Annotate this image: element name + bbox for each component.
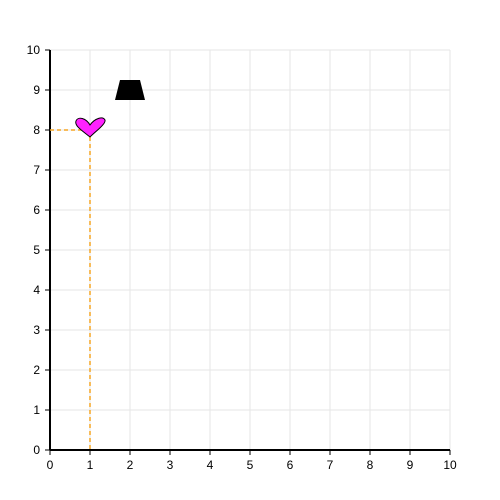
x-tick-label: 9 [407, 458, 414, 472]
x-tick-label: 2 [127, 458, 134, 472]
heart-shape [75, 117, 106, 138]
x-tick-label: 4 [207, 458, 214, 472]
y-tick-label: 4 [33, 283, 40, 297]
x-tick-label: 6 [287, 458, 294, 472]
x-tick-label: 3 [167, 458, 174, 472]
x-tick-label: 0 [47, 458, 54, 472]
x-tick-label: 7 [327, 458, 334, 472]
x-tick-label: 10 [443, 458, 457, 472]
trapezoid-shape [115, 80, 145, 100]
x-tick-label: 5 [247, 458, 254, 472]
y-tick-label: 6 [33, 203, 40, 217]
grid [49, 49, 451, 451]
y-tick-label: 7 [33, 163, 40, 177]
x-tick-labels: 0 1 2 3 4 5 6 7 8 9 10 [47, 458, 457, 472]
y-tick-label: 10 [27, 43, 41, 57]
axes [45, 49, 451, 455]
y-tick-label: 1 [33, 403, 40, 417]
y-tick-labels: 0 1 2 3 4 5 6 7 8 9 10 [27, 43, 41, 457]
shapes [75, 80, 145, 138]
y-tick-label: 8 [33, 123, 40, 137]
y-tick-label: 9 [33, 83, 40, 97]
y-tick-label: 3 [33, 323, 40, 337]
guide-lines [50, 129, 91, 450]
x-tick-label: 8 [367, 458, 374, 472]
y-tick-label: 5 [33, 243, 40, 257]
y-tick-label: 0 [33, 443, 40, 457]
x-tick-label: 1 [87, 458, 94, 472]
y-tick-label: 2 [33, 363, 40, 377]
